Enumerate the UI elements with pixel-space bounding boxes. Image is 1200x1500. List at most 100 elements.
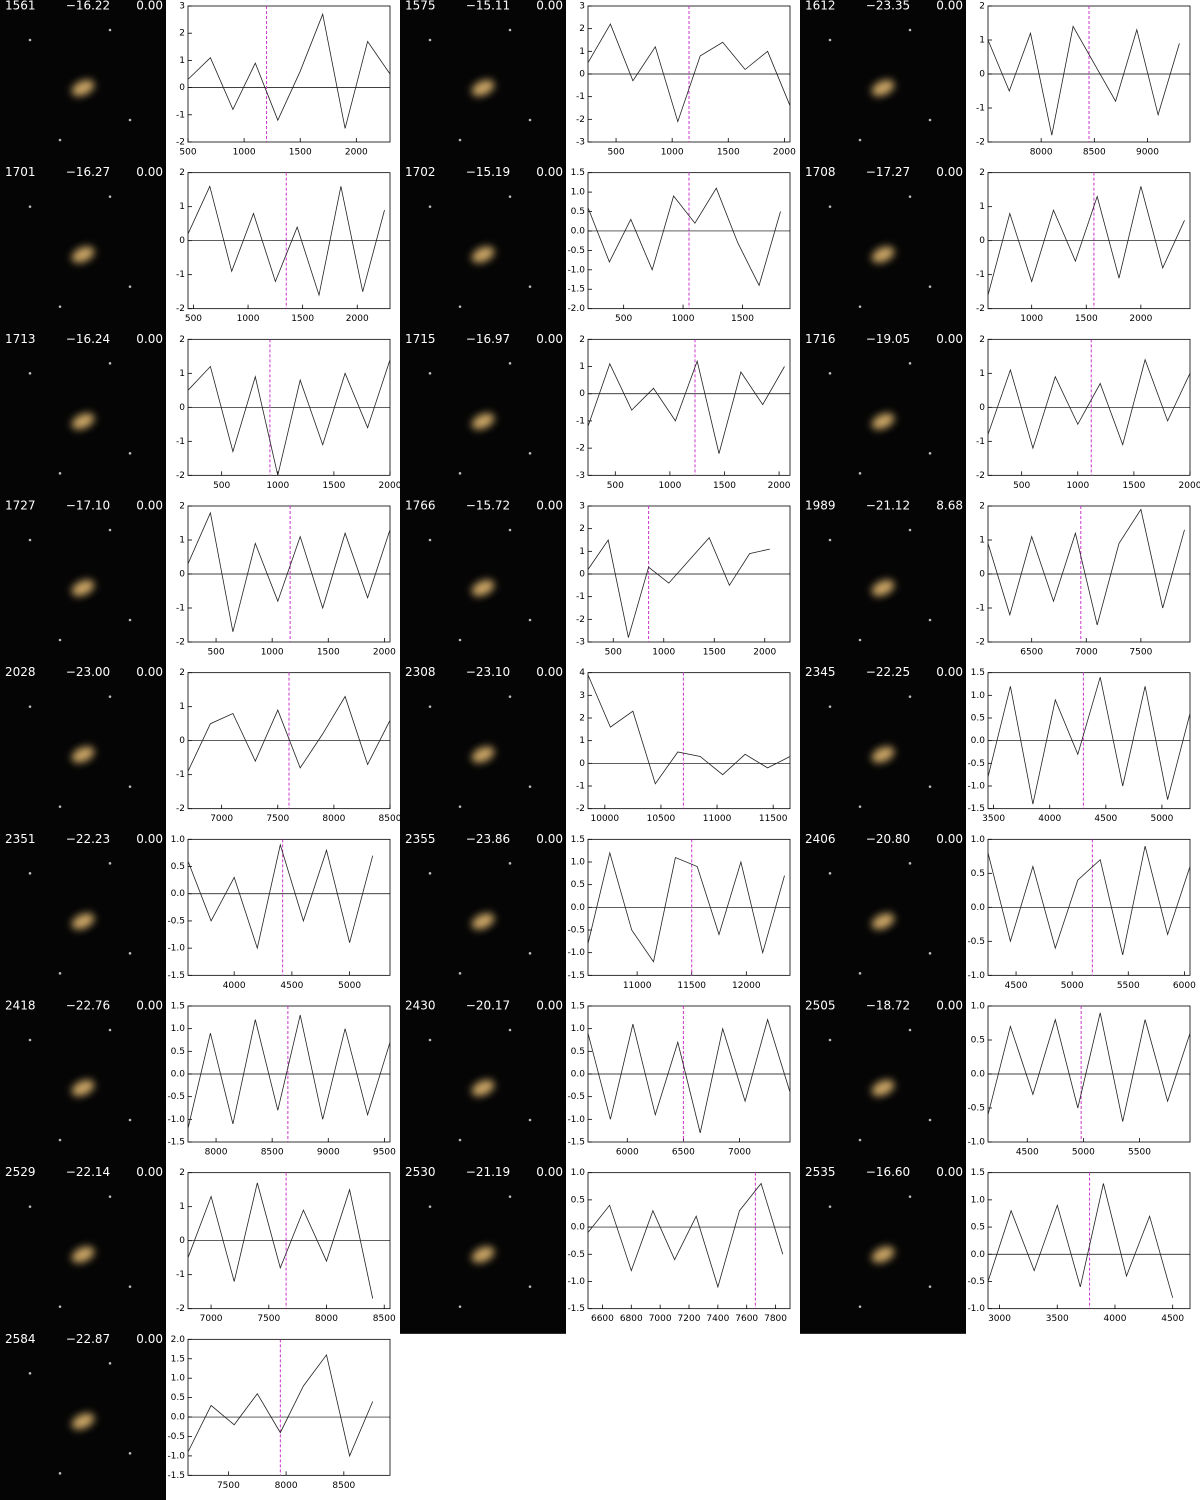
- flag-value: 0.00: [536, 499, 563, 513]
- star: [458, 805, 462, 808]
- star: [528, 952, 532, 955]
- y-tick-label: 1.0: [171, 1024, 186, 1034]
- y-tick-label: 4: [579, 668, 585, 678]
- y-tick-label: 1.5: [971, 668, 985, 678]
- y-tick-label: 2: [179, 668, 185, 678]
- star: [928, 618, 932, 622]
- magnitude: −21.19: [466, 1165, 510, 1179]
- y-tick-label: 1: [579, 362, 585, 372]
- x-tick-label: 8500: [1083, 148, 1106, 158]
- galaxy: [71, 1246, 95, 1263]
- star: [128, 1118, 132, 1122]
- star: [528, 285, 532, 288]
- y-tick-label: 1: [979, 202, 985, 212]
- y-tick-label: 2: [179, 168, 185, 178]
- x-tick-label: 6500: [1020, 648, 1043, 658]
- star: [928, 118, 932, 122]
- x-tick-label: 500: [1013, 481, 1030, 491]
- y-tick-label: 0.5: [571, 1047, 585, 1057]
- star: [458, 972, 462, 975]
- x-tick-label: 8500: [261, 1148, 284, 1158]
- x-tick-label: 7000: [1075, 648, 1098, 658]
- star: [858, 972, 862, 975]
- star: [908, 695, 912, 698]
- x-tick-label: 500: [605, 648, 622, 658]
- panel: 2430 −20.17 0.00 -1.5 -1.0 -0.5 0.0 0.5 1.0 1.5 60…: [400, 999, 791, 1168]
- panel: 1716 −19.05 0.00 -2 -1 0 1 2 500 1000 1500 2000: [800, 332, 1200, 501]
- x-tick-label: 1500: [317, 648, 340, 658]
- y-tick-label: 0: [179, 1236, 185, 1246]
- x-tick-label: 7000: [200, 1314, 223, 1324]
- galaxy: [871, 913, 895, 930]
- y-tick-label: 2: [579, 335, 585, 345]
- y-tick-label: 1.0: [571, 858, 586, 868]
- y-tick-label: 2: [579, 24, 585, 34]
- star: [908, 195, 912, 198]
- galaxy: [471, 1079, 495, 1097]
- star: [28, 705, 32, 708]
- y-tick-label: -1.0: [167, 1451, 185, 1461]
- y-tick-label: -1: [976, 270, 985, 280]
- object-id: 1702: [405, 165, 436, 179]
- x-tick-label: 9500: [373, 1148, 396, 1158]
- x-tick-label: 1500: [713, 481, 736, 491]
- panel: 1701 −16.27 0.00 -2 -1 0 1 2 500 1000 1500 2000: [0, 165, 391, 334]
- flag-value: 0.00: [936, 832, 963, 846]
- x-tick-label: 7000: [728, 1148, 751, 1158]
- star: [828, 38, 832, 42]
- magnitude: −23.35: [866, 0, 910, 13]
- object-id: 2418: [5, 999, 36, 1013]
- y-tick-label: -2: [176, 471, 185, 481]
- x-tick-label: 7500: [217, 1481, 240, 1491]
- panel: 2355 −23.86 0.00 -1.5 -1.0 -0.5 0.0 0.5 1.0 1.5 11…: [400, 832, 791, 1001]
- galaxy: [471, 79, 495, 97]
- magnitude: −20.80: [866, 832, 910, 846]
- x-tick-label: 9000: [1136, 148, 1159, 158]
- star: [508, 695, 512, 698]
- y-tick-label: -2: [576, 115, 585, 125]
- x-tick-label: 8500: [379, 814, 402, 824]
- panel: 2418 −22.76 0.00 -1.5 -1.0 -0.5 0.0 0.5 1.0 1.5 80…: [0, 999, 396, 1168]
- y-tick-label: -2: [576, 804, 585, 814]
- x-tick-label: 6000: [1173, 981, 1196, 991]
- star: [908, 1195, 912, 1198]
- magnitude: −16.97: [466, 332, 510, 346]
- star: [508, 1028, 512, 1032]
- y-tick-label: 2: [979, 2, 985, 12]
- y-tick-label: 0.5: [571, 1195, 585, 1205]
- panel: 2308 −23.10 0.00 -2 -1 0 1 2 3 4 10000 10500 11000 11…: [400, 665, 791, 834]
- x-tick-label: 1000: [1020, 314, 1043, 324]
- panel: 1702 −15.19 0.00 -2.0 -1.5 -1.0 -0.5 0.0 0.5 1.0 1…: [400, 165, 791, 334]
- x-tick-label: 1500: [717, 148, 740, 158]
- object-id: 1612: [805, 0, 836, 13]
- y-tick-label: 1.0: [171, 835, 186, 845]
- y-tick-label: 3: [579, 691, 585, 701]
- star: [508, 362, 512, 365]
- star: [528, 452, 532, 455]
- star: [458, 1138, 462, 1142]
- star: [28, 872, 32, 875]
- flag-value: 0.00: [136, 165, 163, 179]
- galaxy: [471, 913, 495, 930]
- star: [428, 705, 432, 708]
- star: [128, 618, 132, 622]
- y-tick-label: 1: [579, 547, 585, 557]
- y-tick-label: -1.0: [567, 1115, 585, 1125]
- star: [28, 38, 32, 42]
- object-id: 2355: [405, 832, 436, 846]
- y-tick-label: -2.0: [567, 304, 585, 314]
- flag-value: 0.00: [936, 165, 963, 179]
- y-tick-label: 0.0: [971, 903, 986, 913]
- y-tick-label: 0.0: [971, 1070, 986, 1080]
- plot-frame: [587, 1172, 791, 1310]
- x-tick-label: 4500: [1005, 981, 1028, 991]
- y-tick-label: -1: [976, 437, 985, 447]
- y-tick-label: -1: [176, 270, 185, 280]
- y-tick-label: 1: [979, 369, 985, 379]
- object-id: 2345: [805, 665, 836, 679]
- y-tick-label: 1.5: [171, 1354, 185, 1364]
- x-tick-label: 8000: [315, 1314, 338, 1324]
- object-id: 1727: [5, 499, 36, 513]
- spectrum-line: [187, 843, 374, 950]
- magnitude: −22.23: [66, 832, 110, 846]
